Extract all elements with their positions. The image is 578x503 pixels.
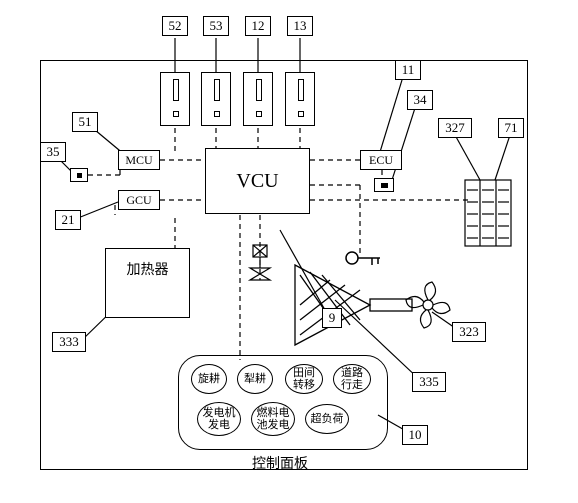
- callout-323: 323: [452, 322, 486, 342]
- callout-323-text: 323: [459, 324, 479, 340]
- ecu-block: ECU: [360, 150, 402, 170]
- sensor-35: [70, 168, 88, 182]
- callout-9-text: 9: [329, 310, 336, 326]
- callout-51-text: 51: [79, 114, 92, 130]
- callout-71-text: 71: [505, 120, 518, 136]
- callout-12-text: 12: [252, 18, 265, 34]
- btn-ranliao[interactable]: 燃料电 池发电: [251, 402, 295, 436]
- callout-13-text: 13: [294, 18, 307, 34]
- callout-13: 13: [287, 16, 313, 36]
- callout-35: 35: [40, 142, 66, 162]
- mcu-block: MCU: [118, 150, 160, 170]
- btn-ligen[interactable]: 犁耕: [237, 364, 273, 394]
- sensor-34: [374, 178, 394, 192]
- btn3-text: 田间 转移: [293, 367, 315, 391]
- callout-34: 34: [407, 90, 433, 110]
- btn-fadianji[interactable]: 发电机 发电: [197, 402, 241, 436]
- callout-327-text: 327: [445, 120, 465, 136]
- callout-10-text: 10: [409, 427, 422, 443]
- callout-10: 10: [402, 425, 428, 445]
- module-53: [201, 72, 231, 126]
- ecu-text: ECU: [369, 153, 393, 168]
- btn-xuangen[interactable]: 旋耕: [191, 364, 227, 394]
- btn2-text: 犁耕: [244, 373, 266, 385]
- callout-71: 71: [498, 118, 524, 138]
- btn-daolu[interactable]: 道路 行走: [333, 364, 371, 394]
- callout-21: 21: [55, 210, 81, 230]
- heater-block: 加热器: [105, 248, 190, 318]
- module-12: [243, 72, 273, 126]
- mcu-text: MCU: [125, 153, 152, 168]
- callout-9: 9: [322, 308, 342, 328]
- callout-335-text: 335: [419, 374, 439, 390]
- callout-53-text: 53: [210, 18, 223, 34]
- control-panel: 旋耕 犁耕 田间 转移 道路 行走 发电机 发电 燃料电 池发电 超负荷: [178, 355, 388, 450]
- gcu-block: GCU: [118, 190, 160, 210]
- callout-11: 11: [395, 60, 421, 80]
- callout-21-text: 21: [62, 212, 75, 228]
- callout-335: 335: [412, 372, 446, 392]
- callout-53: 53: [203, 16, 229, 36]
- heater-text: 加热器: [127, 259, 169, 279]
- btn6-text: 燃料电 池发电: [257, 407, 290, 431]
- callout-333: 333: [52, 332, 86, 352]
- callout-34-text: 34: [414, 92, 427, 108]
- gcu-text: GCU: [126, 193, 151, 208]
- btn1-text: 旋耕: [198, 373, 220, 385]
- panel-title: 控制面板: [252, 453, 308, 473]
- btn-chaofuhe[interactable]: 超负荷: [305, 404, 349, 434]
- callout-52-text: 52: [169, 18, 182, 34]
- vcu-text: VCU: [236, 170, 278, 193]
- btn7-text: 超负荷: [311, 413, 344, 425]
- btn5-text: 发电机 发电: [203, 407, 236, 431]
- callout-12: 12: [245, 16, 271, 36]
- btn-tianjian[interactable]: 田间 转移: [285, 364, 323, 394]
- vcu-block: VCU: [205, 148, 310, 214]
- callout-11-text: 11: [402, 62, 415, 78]
- btn4-text: 道路 行走: [341, 367, 363, 391]
- callout-333-text: 333: [59, 334, 79, 350]
- callout-327: 327: [438, 118, 472, 138]
- callout-51: 51: [72, 112, 98, 132]
- module-52: [160, 72, 190, 126]
- callout-35-text: 35: [47, 144, 60, 160]
- callout-52: 52: [162, 16, 188, 36]
- module-13: [285, 72, 315, 126]
